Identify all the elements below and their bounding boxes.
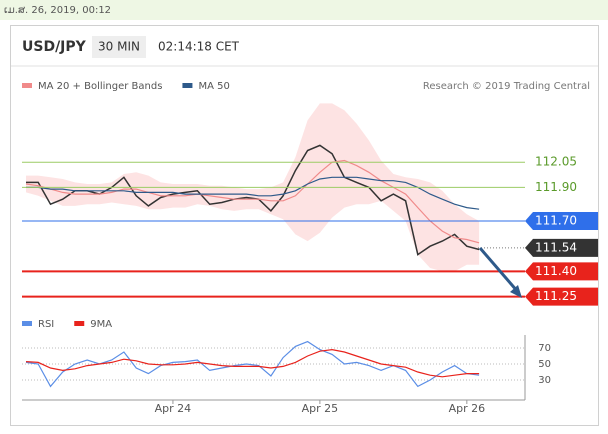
legend-swatch [74, 321, 85, 326]
level-label: 111.90 [535, 180, 577, 194]
x-tick-label: Apr 26 [449, 402, 486, 415]
level-label: 111.40 [535, 264, 577, 278]
legend-label: MA 20 + Bollinger Bands [38, 81, 162, 92]
indicator-line [26, 176, 480, 210]
legend-swatch [22, 83, 32, 88]
y-tick-label: 50 [538, 359, 551, 370]
date: ເມ.ສ. 26, 2019, 00:12 [4, 5, 111, 16]
indicator-line [25, 348, 480, 378]
level-label: 112.05 [535, 155, 577, 169]
legend-label: MA 50 [198, 81, 229, 92]
arrow-head [510, 285, 522, 298]
symbol: USD/JPY [22, 39, 87, 55]
price-line [26, 144, 480, 256]
legend-swatch [182, 83, 193, 88]
indicator-line [25, 159, 480, 244]
legend-label: RSI [38, 319, 54, 330]
y-tick-label: 70 [538, 343, 551, 354]
level-label: 111.25 [535, 289, 577, 303]
legend-label: 9MA [90, 319, 112, 330]
bollinger-band [26, 103, 480, 272]
legend-swatch [22, 321, 32, 326]
x-tick-label: Apr 25 [302, 402, 339, 415]
level-box [525, 287, 598, 306]
level-label: 111.54 [535, 240, 577, 254]
credit: Research © 2019 Trading Central [423, 81, 590, 92]
timeframe-box [92, 36, 146, 58]
timeframe: 30 MIN [98, 40, 140, 54]
time: 02:14:18 CET [158, 40, 240, 54]
level-box [525, 262, 598, 281]
level-box [525, 238, 598, 257]
level-box [525, 211, 598, 230]
x-tick-label: Apr 24 [155, 402, 192, 415]
level-label: 111.70 [535, 213, 577, 227]
forecast-arrow [478, 247, 520, 293]
y-tick-label: 30 [538, 375, 551, 386]
status-bar [0, 0, 608, 20]
